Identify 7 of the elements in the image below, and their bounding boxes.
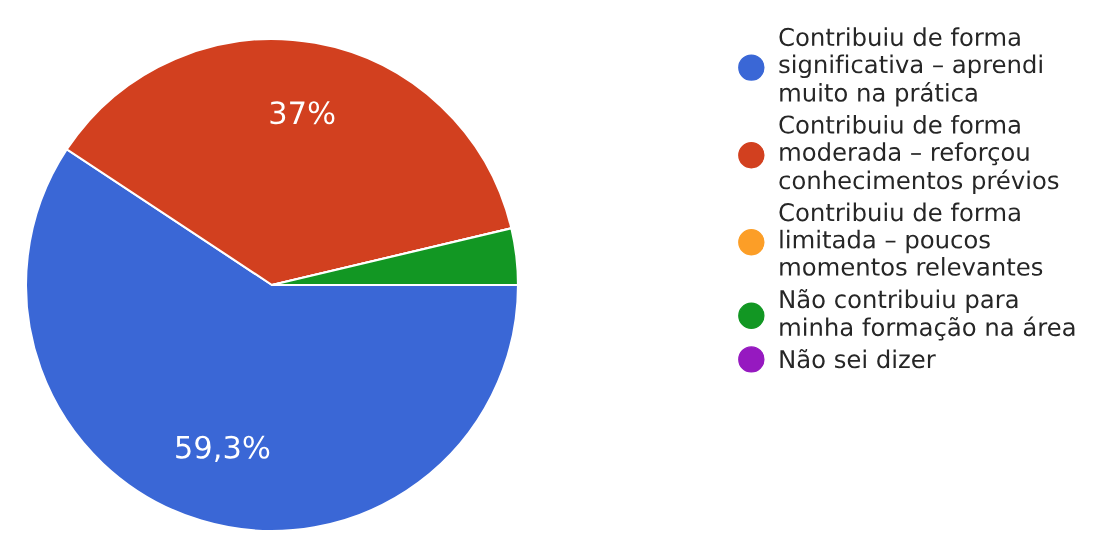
data-label: 59,3% — [176, 435, 270, 462]
legend-label: Não sei dizer — [780, 349, 936, 369]
legend-label: Contribuiu de forma significativa – aprendi muito na prática — [779, 27, 1042, 107]
data-label: 37% — [270, 101, 335, 125]
legend-label: Contribuiu de forma limitada – poucos momentos relevantes — [779, 202, 1043, 276]
legend-label: Contribuiu de forma moderada – reforçou conhecimentos prévios — [779, 114, 1059, 195]
legend-label: Não contribuiu para minha formação na área — [780, 289, 1075, 341]
